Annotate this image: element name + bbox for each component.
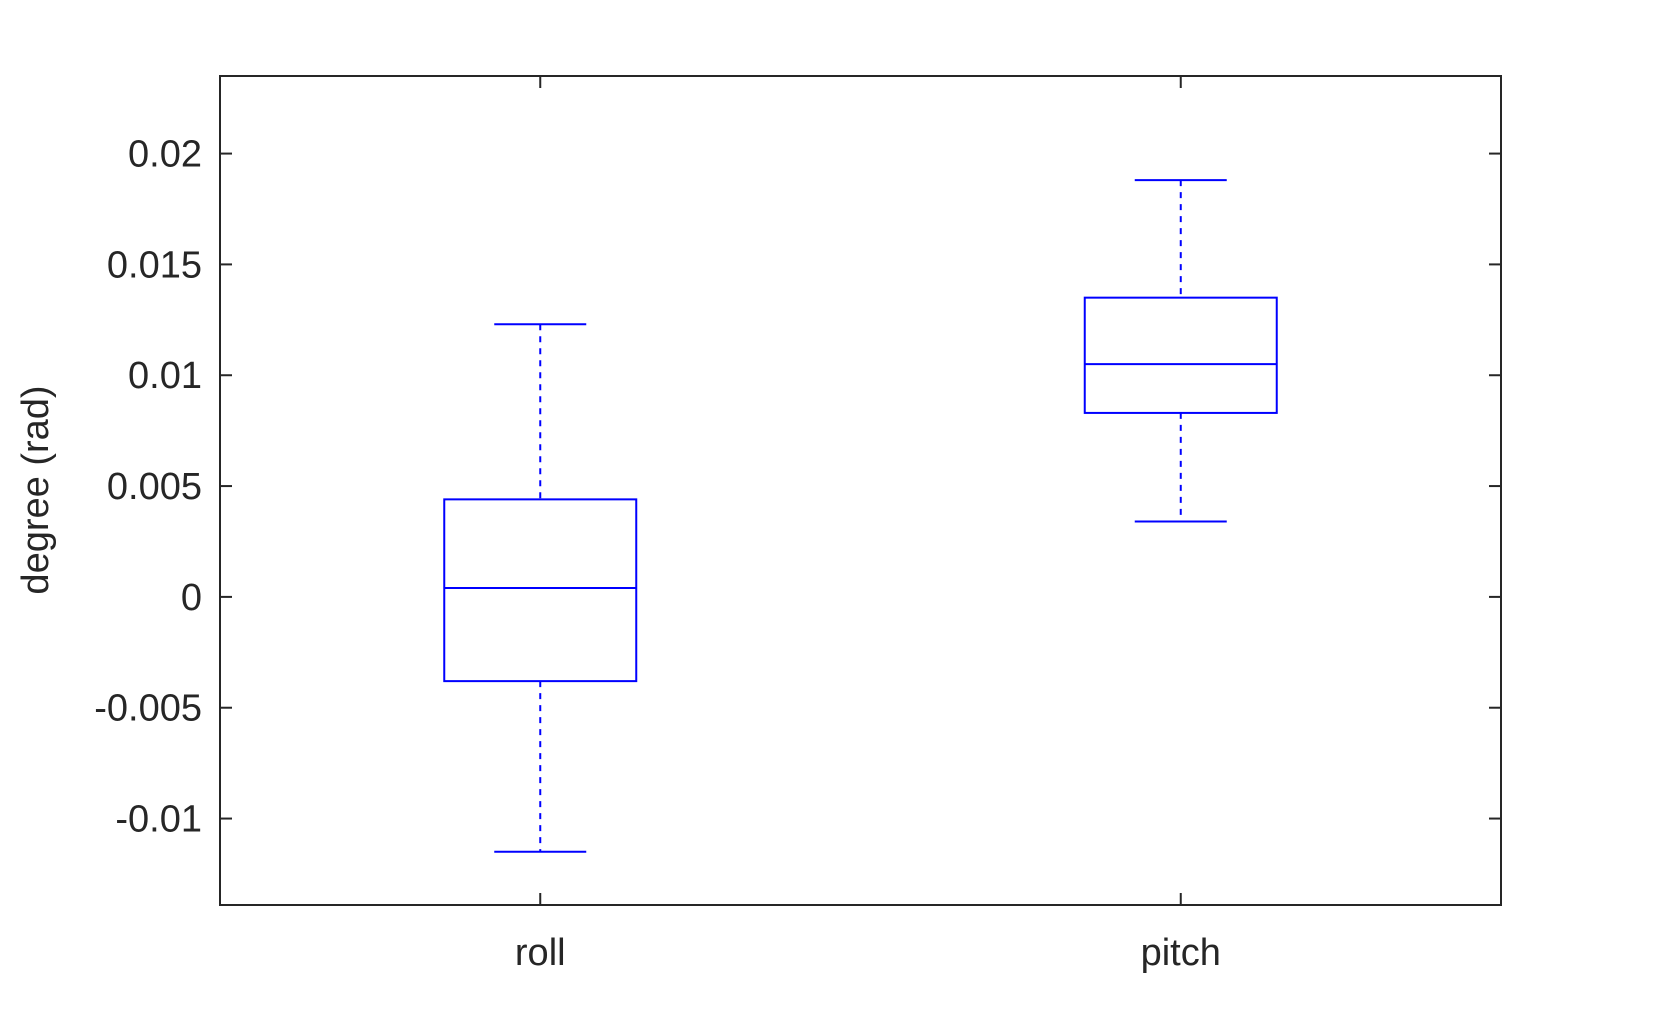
interquartile-box xyxy=(443,498,638,683)
y-axis-ticks: -0.01 -0.005 0 0.005 0.01 0.015 0.02 xyxy=(94,134,1501,841)
y-tick-label: 0.015 xyxy=(107,244,202,286)
y-tick-label: 0 xyxy=(181,577,202,619)
y-tick-label: 0.01 xyxy=(128,355,202,397)
interquartile-box xyxy=(1083,296,1278,414)
x-category-label: roll xyxy=(515,932,566,974)
box-marks xyxy=(443,179,1278,853)
y-tick-label: -0.005 xyxy=(94,688,202,730)
x-category-label: pitch xyxy=(1141,932,1221,974)
x-axis-ticks: roll pitch xyxy=(515,76,1221,974)
box-pitch xyxy=(1083,179,1278,523)
plot-area-frame xyxy=(219,75,1502,906)
box-roll xyxy=(443,323,638,853)
y-tick-label: 0.005 xyxy=(107,466,202,508)
y-tick-label: -0.01 xyxy=(115,799,202,841)
y-tick-label: 0.02 xyxy=(128,134,202,176)
y-axis-label: degree (rad) xyxy=(15,385,57,594)
